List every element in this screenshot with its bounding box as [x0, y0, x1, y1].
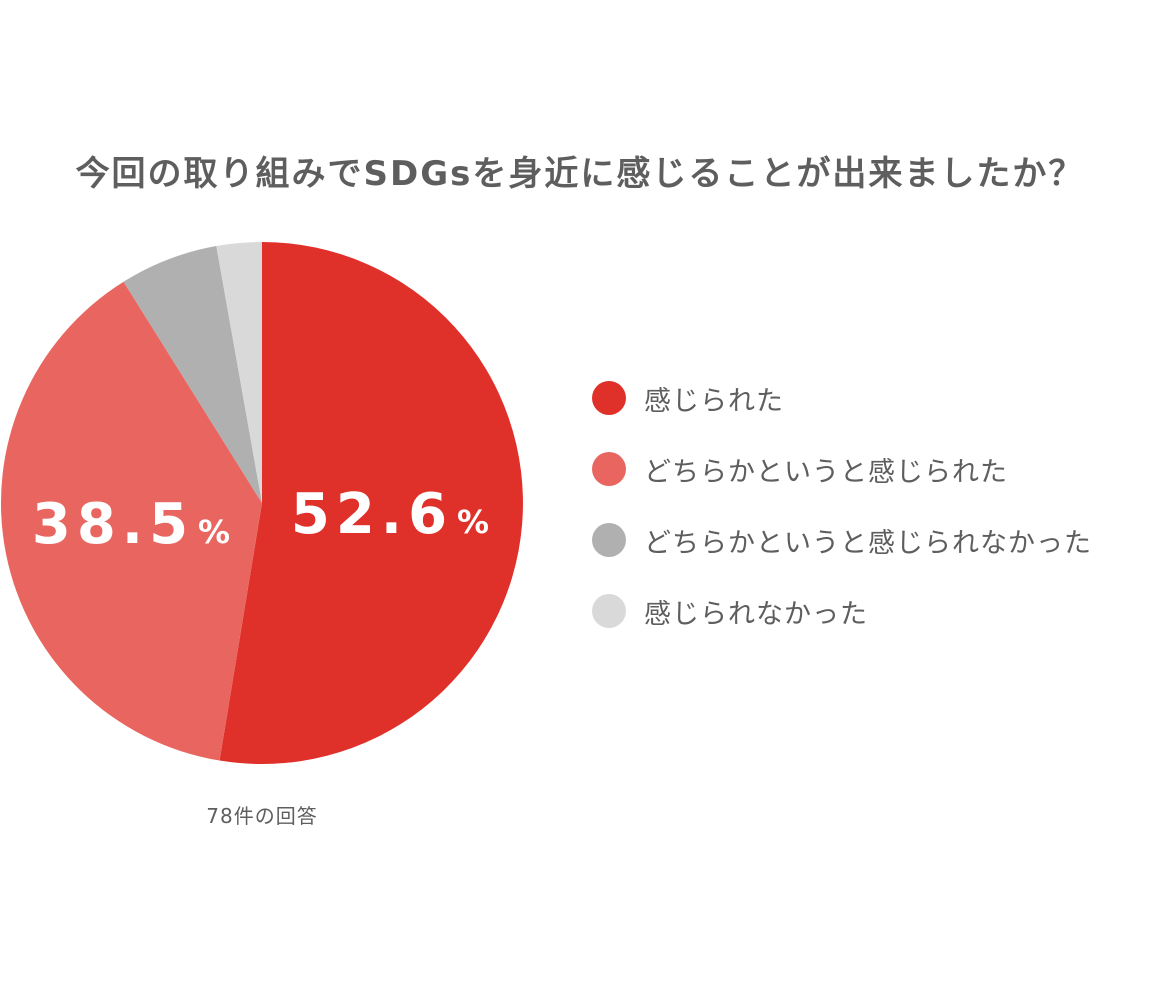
data-label-somewhat-felt: 38.5%: [32, 492, 230, 557]
legend-label: どちらかというと感じられなかった: [644, 527, 1092, 559]
legend-label: 感じられなかった: [644, 598, 868, 630]
legend-label: 感じられた: [644, 385, 784, 417]
legend-swatch: [592, 594, 626, 628]
pie-slice-somewhat-felt[interactable]: [1, 281, 263, 761]
legend-swatch: [592, 381, 626, 415]
pie-slice-somewhat-not-felt[interactable]: [123, 246, 262, 503]
legend-item-somewhat-felt[interactable]: どちらかというと感じられた: [592, 451, 1092, 488]
chart-title: 今回の取り組みでSDGsを身近に感じることが出来ましたか？: [75, 154, 1085, 194]
legend-item-somewhat-not-felt[interactable]: どちらかというと感じられなかった: [592, 522, 1092, 559]
legend-item-felt[interactable]: 感じられた: [592, 380, 1092, 417]
legend-swatch: [592, 523, 626, 557]
pie-slice-felt[interactable]: [219, 242, 523, 764]
pie-slice-not-felt[interactable]: [216, 242, 262, 503]
pie-chart: 52.6 % 38.5%: [1, 242, 523, 764]
legend: 感じられた どちらかというと感じられた どちらかというと感じられなかった 感じら…: [592, 380, 1092, 664]
legend-item-not-felt[interactable]: 感じられなかった: [592, 593, 1092, 630]
legend-label: どちらかというと感じられた: [644, 456, 1008, 488]
data-label-felt: 52.6%: [291, 482, 489, 547]
response-count: 78件の回答: [206, 804, 318, 828]
legend-swatch: [592, 452, 626, 486]
